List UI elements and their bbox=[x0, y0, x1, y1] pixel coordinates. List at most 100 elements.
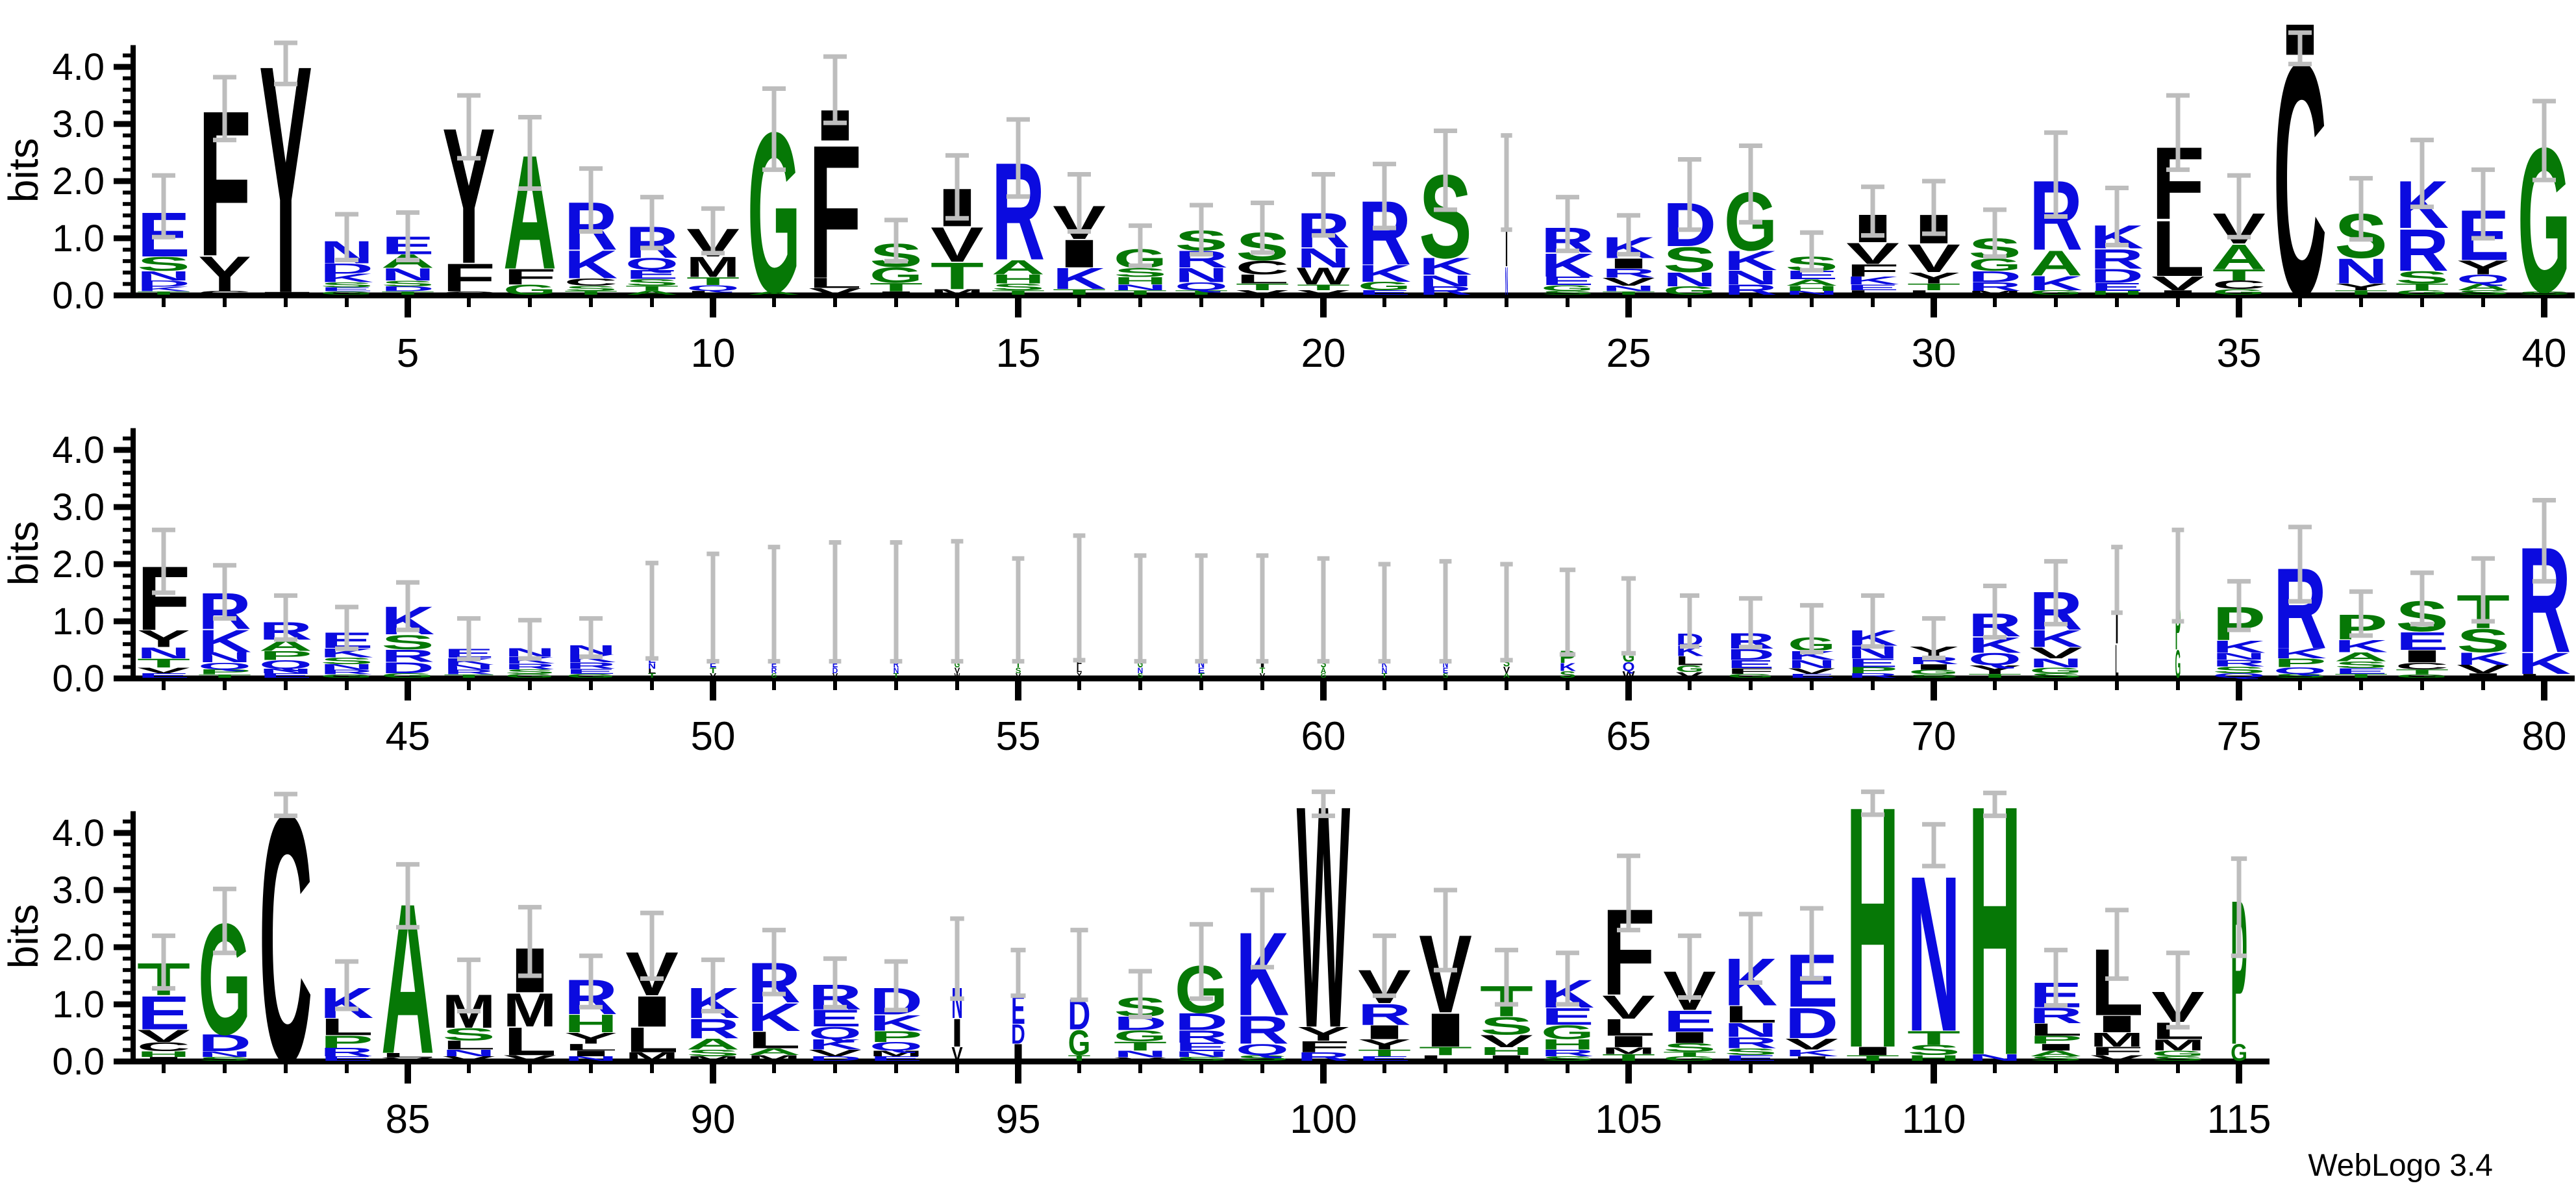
logo-letter-46-K: K bbox=[444, 656, 494, 667]
logo-letter-99-R: R bbox=[1236, 1008, 1289, 1052]
logo-letter-15-S: S bbox=[992, 282, 1045, 292]
logo-letter-95-I: I bbox=[1011, 1039, 1025, 1066]
logo-letter-72-G: G bbox=[2029, 666, 2082, 675]
logo-letter-108-D: D bbox=[1785, 998, 1838, 1047]
logo-letter-32-K: K bbox=[2029, 271, 2082, 295]
logo-letter-42-K: K bbox=[198, 623, 251, 659]
logo-letter-91-M: M bbox=[747, 1054, 801, 1063]
y-tick-label: 0.0 bbox=[52, 658, 105, 700]
logo-letter-103-I: I bbox=[1480, 1054, 1533, 1063]
logo-letter-35-A: A bbox=[2212, 237, 2266, 277]
logo-letter-2-Y: Y bbox=[198, 246, 251, 301]
logo-letter-14-V: V bbox=[931, 217, 984, 273]
logo-letter-56-F: F bbox=[1077, 658, 1082, 669]
logo-letter-79-S: S bbox=[2457, 622, 2510, 659]
logo-letter-67-E: E bbox=[1727, 658, 1774, 671]
logo-letter-95-D: D bbox=[1011, 1019, 1025, 1049]
logo-letter-30-V: V bbox=[1907, 236, 1960, 280]
logo-letter-104-G: G bbox=[1541, 1021, 1594, 1043]
logo-letter-62-N: N bbox=[1443, 658, 1449, 671]
logo-letter-51-E: E bbox=[771, 658, 777, 669]
logo-letter-92-V: V bbox=[808, 1048, 862, 1058]
credit-label: WebLogo 3.4 bbox=[2308, 1148, 2493, 1183]
logo-letter-9-A: A bbox=[625, 290, 679, 296]
logo-letter-33-H: H bbox=[2090, 290, 2144, 296]
logo-letter-19-L: L bbox=[1236, 272, 1289, 286]
logo-letter-26-S: S bbox=[1663, 240, 1716, 280]
logo-letter-62-E: E bbox=[1443, 666, 1449, 675]
logo-letter-101-Y: Y bbox=[1358, 1036, 1411, 1052]
logo-letter-8-T: T bbox=[564, 290, 618, 296]
logo-letter-29-L: L bbox=[1846, 289, 1899, 296]
sequence-logo-figure: 0.01.02.03.04.0bitsTKDNSECYFFYGESKDN5TDS… bbox=[0, 0, 2575, 1142]
logo-letter-17-H: H bbox=[1114, 275, 1167, 287]
logo-letter-61-T: T bbox=[1382, 672, 1388, 679]
logo-letter-30-L: L bbox=[1907, 289, 1960, 296]
logo-letter-44-K: K bbox=[320, 646, 373, 660]
logo-letter-103-S: S bbox=[1480, 1012, 1533, 1040]
logo-letter-72-V: V bbox=[2029, 644, 2082, 662]
logo-letter-105-V: V bbox=[1602, 988, 1655, 1025]
x-tick-label: 30 bbox=[1912, 331, 1957, 376]
logo-letter-99-Q: Q bbox=[1236, 1041, 1289, 1058]
logo-letter-10-M: M bbox=[686, 252, 740, 284]
logo-letter-11-A: A bbox=[747, 290, 801, 295]
logo-letter-7-F: F bbox=[503, 264, 556, 289]
x-tick-label: 20 bbox=[1301, 331, 1346, 376]
logo-letter-81-C: C bbox=[137, 1040, 190, 1054]
logo-letter-110-N: N bbox=[1907, 830, 1960, 1078]
logo-letter-107-E: E bbox=[1724, 1054, 1777, 1063]
logo-letter-97-T: T bbox=[1114, 1039, 1167, 1054]
logo-letter-112-L: L bbox=[2029, 1020, 2082, 1039]
logo-letter-22-N: N bbox=[1419, 272, 1472, 290]
logo-letter-104-S: S bbox=[1541, 1055, 1594, 1062]
logo-letter-58-E: E bbox=[1198, 666, 1205, 675]
logo-letter-38-S: S bbox=[2395, 267, 2449, 287]
logo-letter-112-S: S bbox=[2029, 1055, 2082, 1062]
logo-letter-55-T: T bbox=[1016, 658, 1021, 671]
logo-letter-43-N: N bbox=[259, 667, 312, 675]
logo-letter-13-G: G bbox=[869, 262, 923, 287]
logo-letter-5-S: S bbox=[381, 279, 434, 288]
logo-letter-69-R: R bbox=[1847, 672, 1898, 679]
logo-letter-112-A: A bbox=[2029, 1049, 2082, 1058]
logo-letter-89-I: I bbox=[625, 987, 679, 1036]
logo-letter-104-H: H bbox=[1541, 1037, 1594, 1052]
logo-letter-37-N: N bbox=[2334, 251, 2388, 291]
logo-letter-87-L: L bbox=[503, 1019, 556, 1063]
x-tick-label: 110 bbox=[1902, 1097, 1966, 1142]
logo-letter-92-Q: Q bbox=[808, 1023, 862, 1043]
logo-letter-98-N: N bbox=[1175, 1050, 1228, 1059]
logo-letter-35-T: T bbox=[2212, 266, 2266, 284]
logo-letter-39-S: S bbox=[2457, 289, 2510, 296]
logo-letter-100-F: F bbox=[1297, 1038, 1350, 1056]
logo-letter-90-M: M bbox=[686, 1055, 740, 1062]
logo-letter-89-M: M bbox=[625, 1050, 679, 1063]
logo-letter-41-T: T bbox=[137, 656, 190, 671]
logo-letter-29-V: V bbox=[1846, 236, 1899, 270]
logo-letter-70-I: I bbox=[1908, 663, 1958, 672]
logo-letter-16-T: T bbox=[1053, 288, 1106, 297]
logo-letter-97-G: G bbox=[1114, 1027, 1167, 1045]
logo-letter-106-E: E bbox=[1663, 1004, 1716, 1038]
logo-letter-37-T: T bbox=[2334, 289, 2388, 296]
logo-letter-68-K: K bbox=[1788, 649, 1836, 663]
x-tick-label: 105 bbox=[1595, 1097, 1662, 1142]
logo-letter-31-D: D bbox=[1968, 268, 2021, 286]
logo-letter-110-H: H bbox=[1907, 1054, 1960, 1063]
logo-letter-16-I: I bbox=[1053, 231, 1106, 275]
logo-letter-20-W: W bbox=[1297, 263, 1351, 290]
logo-letter-27-K: K bbox=[1724, 245, 1777, 277]
x-tick-label: 95 bbox=[996, 1097, 1041, 1142]
logo-letter-67-F: F bbox=[1727, 667, 1775, 676]
logo-letter-111-N: N bbox=[1968, 1052, 2021, 1063]
logo-letter-10-L: L bbox=[686, 290, 740, 296]
logo-letter-88-Y: Y bbox=[564, 1029, 618, 1047]
x-tick-label: 100 bbox=[1290, 1097, 1357, 1142]
logo-letter-91-A: A bbox=[747, 1047, 801, 1057]
logo-letter-17-S: S bbox=[1114, 266, 1167, 280]
logo-letter-38-R: R bbox=[2395, 217, 2449, 284]
logo-letter-35-G: G bbox=[2212, 288, 2266, 297]
logo-letter-62-S: S bbox=[1443, 673, 1449, 679]
logo-letter-93-K: K bbox=[869, 1010, 923, 1035]
